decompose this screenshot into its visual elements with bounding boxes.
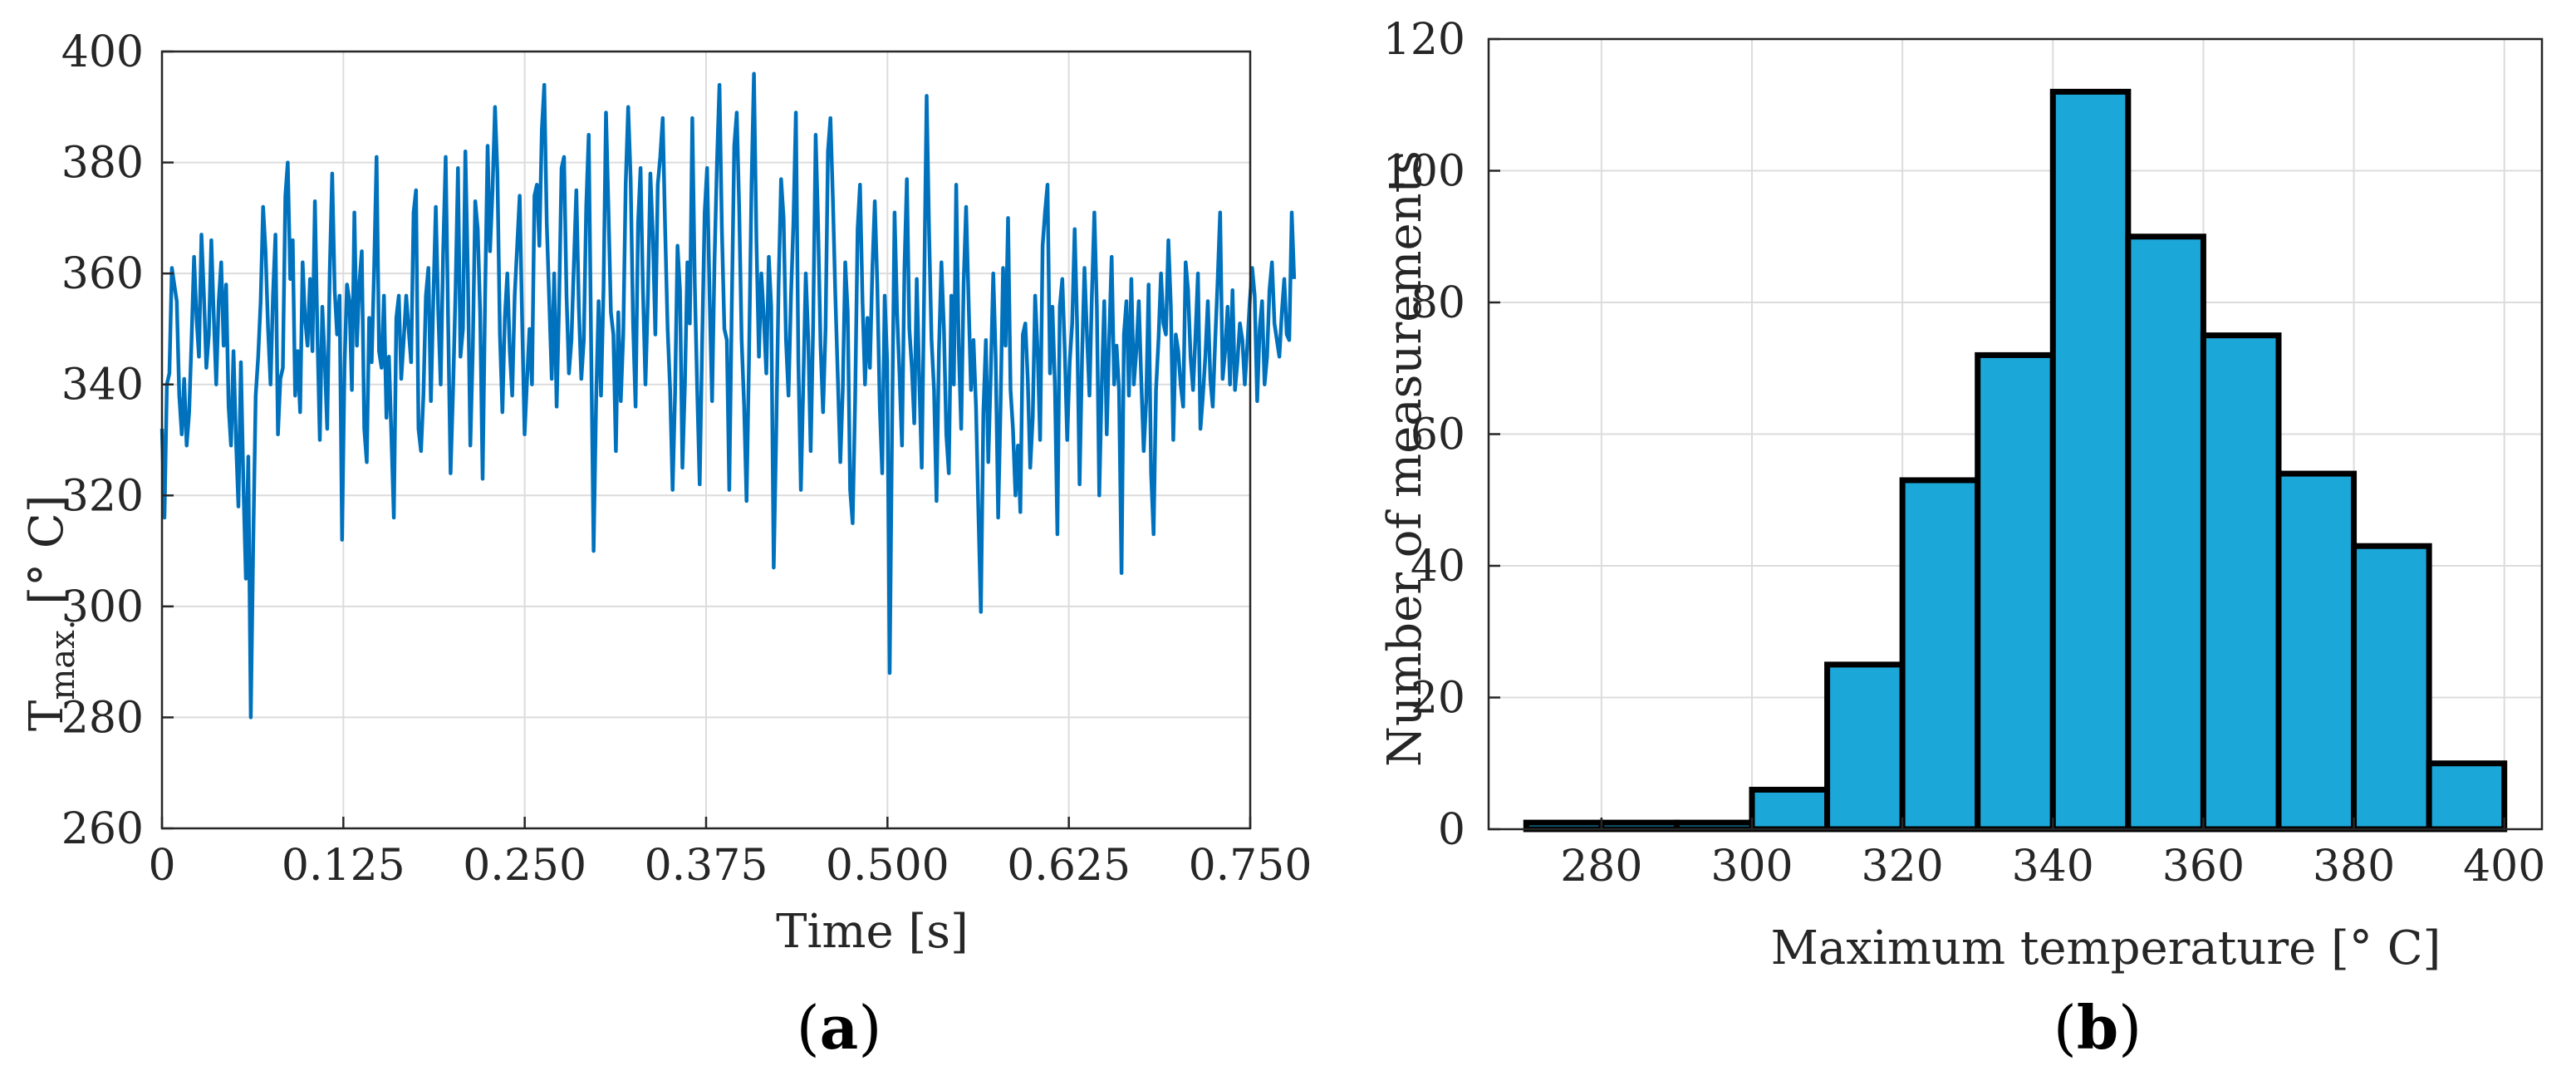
a-x-tick-label: 0.500 <box>826 841 949 891</box>
a-x-tick-label: 0.250 <box>463 841 586 891</box>
a-y-tick-label: 380 <box>61 139 144 189</box>
histogram-bar <box>2125 233 2206 833</box>
a-y-tick-label: 360 <box>61 249 144 299</box>
histogram-bar <box>1824 661 1906 833</box>
b-x-tick-label: 360 <box>2162 842 2245 892</box>
a-tick-marks <box>160 50 1252 830</box>
b-x-tick-label: 400 <box>2463 842 2545 892</box>
b-panel-letter: b <box>2077 992 2118 1063</box>
panel-a-line-chart: 0 0.125 0.250 0.375 0.500 0.625 0.750 260 280 30… <box>20 27 1312 1063</box>
b-y-tick-labels: 0 20 40 60 80 100 120 <box>1383 15 1465 855</box>
a-y-axis-label-subscript: max. <box>44 620 82 700</box>
a-x-tick-label: 0.625 <box>1007 841 1131 891</box>
histogram-bar <box>2275 470 2358 833</box>
a-y-axis-label: Tmax. [° C] <box>20 494 82 731</box>
a-y-tick-label: 400 <box>61 27 144 77</box>
histogram-bar <box>1975 351 2056 833</box>
b-x-tick-labels: 280 300 320 340 360 380 400 <box>1560 842 2545 892</box>
a-y-tick-labels: 260 280 300 320 340 360 380 400 <box>61 27 144 854</box>
a-y-tick-label: 340 <box>61 361 144 410</box>
a-y-tick-label: 260 <box>61 804 144 854</box>
b-y-axis-label: Number of measurements <box>1378 150 1432 767</box>
a-series-line <box>159 71 1297 720</box>
b-y-tick-label: 60 <box>1411 410 1465 460</box>
a-y-tick-label: 280 <box>61 693 144 743</box>
a-y-tick-label: 300 <box>61 582 144 632</box>
b-x-tick-label: 280 <box>1560 842 1642 892</box>
b-x-tick-label: 300 <box>1710 842 1793 892</box>
a-x-tick-label: 0 <box>148 841 175 891</box>
b-bars <box>1523 88 2508 833</box>
b-x-axis-label: Maximum temperature [° C] <box>1771 921 2441 975</box>
histogram-bar <box>1899 477 1981 833</box>
a-panel-label: (a) <box>797 992 882 1063</box>
b-y-tick-label: 40 <box>1411 542 1465 592</box>
histogram-bar <box>2426 760 2508 833</box>
histogram-bar <box>1749 786 1831 833</box>
a-x-tick-label: 0.125 <box>282 841 405 891</box>
a-x-axis-label: Time [s] <box>776 905 969 959</box>
b-tick-marks <box>1489 37 2505 831</box>
b-y-tick-label: 80 <box>1411 278 1465 328</box>
a-panel-letter: a <box>820 992 859 1063</box>
a-y-axis-label-main: T <box>20 700 74 731</box>
b-x-tick-label: 340 <box>2012 842 2094 892</box>
b-x-tick-label: 320 <box>1862 842 1944 892</box>
histogram-bar <box>2049 88 2132 833</box>
b-y-tick-label: 120 <box>1383 15 1465 65</box>
a-x-tick-labels: 0 0.125 0.250 0.375 0.500 0.625 0.750 <box>148 841 1312 891</box>
b-panel-label: (b) <box>2053 992 2142 1063</box>
panel-b-histogram: 280 300 320 340 360 380 400 0 20 40 60 80 100 120 Ma… <box>1378 15 2545 1063</box>
a-x-tick-label: 0.375 <box>645 841 768 891</box>
histogram-bar <box>2200 332 2282 833</box>
b-y-tick-label: 100 <box>1383 147 1465 197</box>
histogram-bar <box>2351 543 2432 833</box>
a-x-tick-label: 0.750 <box>1189 841 1313 891</box>
a-y-tick-label: 320 <box>61 471 144 521</box>
b-y-tick-label: 0 <box>1438 805 1465 855</box>
b-y-tick-label: 20 <box>1411 674 1465 724</box>
a-y-axis-label-unit: [° C] <box>20 494 74 619</box>
b-x-tick-label: 380 <box>2313 842 2395 892</box>
